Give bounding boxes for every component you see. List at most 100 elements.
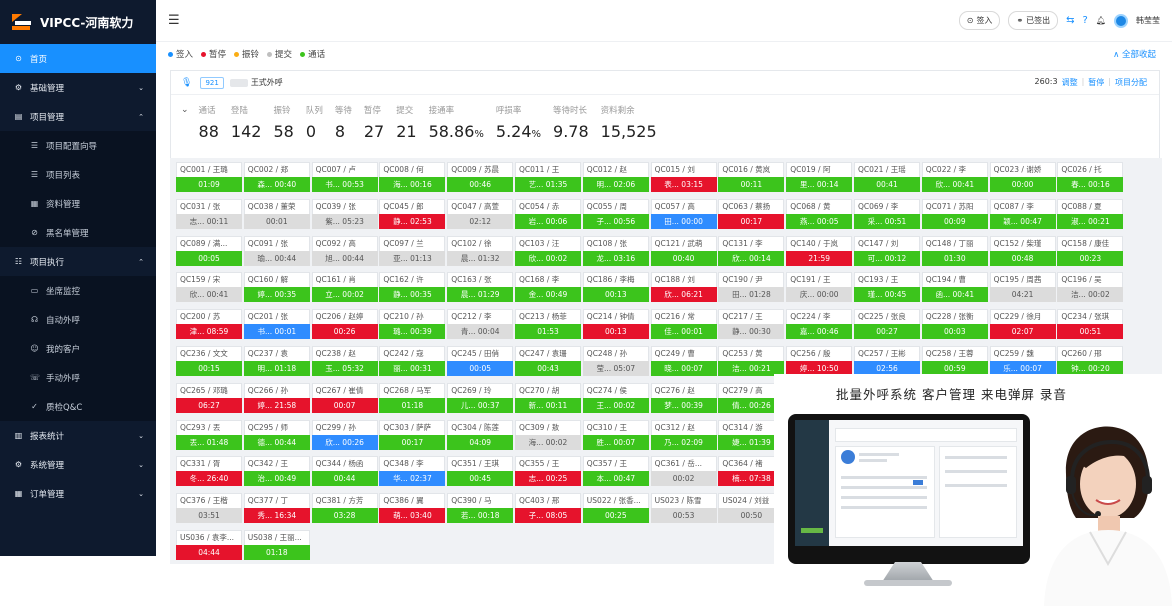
user-name[interactable]: 韩莹莹 — [1136, 16, 1160, 25]
sidebar-item-13[interactable]: ▥ 报表统计 ⌄ — [0, 421, 156, 450]
agent-card[interactable]: US022 / 张香... 00:25 — [582, 493, 649, 529]
agent-card[interactable]: QC031 / 张志... 00:11 — [176, 198, 242, 235]
agent-card[interactable]: QC309 / 敖海... 00:02 — [515, 419, 581, 456]
agent-card[interactable]: QC131 / 李欣... 00:14 — [718, 235, 785, 272]
agent-card[interactable]: QC266 / 孙婷... 21:58 — [243, 382, 310, 419]
menu-toggle-icon[interactable]: ☰ — [168, 13, 180, 28]
agent-card[interactable]: QC331 / 胥冬... 26:40 — [176, 456, 242, 492]
agent-card[interactable]: QC303 / 萨萨 00:17 — [379, 419, 446, 456]
agent-card[interactable]: QC068 / 黄燕... 00:05 — [786, 198, 853, 235]
agent-card[interactable]: QC377 / 丁秀... 16:34 — [243, 493, 310, 529]
agent-card[interactable]: QC108 / 张龙... 03:16 — [582, 235, 649, 272]
agent-card[interactable]: QC248 / 孙莹... 05:07 — [582, 346, 649, 382]
agent-card[interactable]: QC355 / 王志... 00:25 — [515, 456, 581, 492]
agent-card[interactable]: QC186 / 李梅 00:13 — [582, 272, 649, 308]
agent-card[interactable]: QC195 / 周茜 04:21 — [989, 272, 1056, 308]
agent-card[interactable]: QC249 / 曹晓... 00:07 — [650, 346, 717, 382]
agent-card[interactable]: QC342 / 王治... 00:49 — [243, 456, 310, 492]
sidebar-item-4[interactable]: ☰ 项目列表 — [0, 160, 156, 189]
agent-card[interactable]: QC257 / 王彬 02:56 — [854, 346, 920, 382]
agent-card[interactable]: QC310 / 王胜... 00:07 — [582, 419, 649, 456]
bell-icon[interactable]: 🔔︎ — [1095, 16, 1106, 25]
agent-card[interactable]: QC023 / 谢娇 00:00 — [989, 162, 1056, 198]
agent-card[interactable]: US038 / 王丽... 01:18 — [243, 530, 310, 566]
agent-card[interactable]: QC009 / 苏晨 00:46 — [447, 162, 514, 198]
agent-card[interactable]: QC242 / 寇丽... 00:31 — [379, 346, 446, 382]
agent-card[interactable]: QC019 / 阿里... 00:14 — [786, 162, 853, 198]
agent-card[interactable]: QC159 / 宋欣... 00:41 — [176, 272, 242, 308]
pause-link[interactable]: 暂停 — [1088, 78, 1105, 87]
agent-card[interactable]: QC012 / 赵明... 02:06 — [582, 162, 649, 198]
agent-card[interactable]: QC152 / 柴瑾 00:48 — [989, 235, 1056, 272]
agent-card[interactable]: QC091 / 张瑜... 00:44 — [243, 235, 310, 272]
agent-card[interactable]: QC148 / 丁丽 01:30 — [921, 235, 988, 272]
sidebar-item-5[interactable]: ▦ 资料管理 — [0, 189, 156, 218]
agent-card[interactable]: QC312 / 赵乃... 02:09 — [650, 419, 717, 456]
agent-card[interactable]: QC259 / 魏乐... 00:07 — [989, 346, 1056, 382]
agent-card[interactable]: QC190 / 尹田... 01:28 — [718, 272, 785, 308]
signout-button[interactable]: ⚭ 已签出 — [1008, 11, 1059, 30]
agent-card[interactable]: QC351 / 王琪 00:45 — [447, 456, 514, 492]
signin-button[interactable]: ⊙ 签入 — [958, 11, 1001, 30]
agent-card[interactable]: QC002 / 郑森... 00:40 — [243, 162, 310, 198]
agent-card[interactable]: US024 / 刘益 00:50 — [718, 493, 785, 529]
agent-card[interactable]: QC055 / 周子... 00:56 — [582, 198, 649, 235]
agent-card[interactable]: QC063 / 蔡扬 00:17 — [718, 198, 785, 235]
agent-card[interactable]: QC403 / 邢子... 08:05 — [515, 493, 581, 529]
chevron-down-icon[interactable]: ⌄ — [181, 105, 189, 115]
collapse-all-link[interactable]: ∧ 全部收起 — [1113, 50, 1156, 60]
agent-card[interactable]: QC196 / 吴洁... 00:02 — [1057, 272, 1124, 308]
agent-card[interactable]: QC256 / 殷婷... 10:50 — [786, 346, 853, 382]
sidebar-item-15[interactable]: ▦ 订单管理 ⌄ — [0, 479, 156, 508]
agent-card[interactable]: US036 / 袁李... 04:44 — [176, 530, 242, 566]
agent-card[interactable]: QC206 / 赵婷 00:26 — [311, 309, 378, 345]
agent-card[interactable]: QC188 / 刘欣... 06:21 — [650, 272, 717, 308]
agent-card[interactable]: QC015 / 刘表... 03:15 — [650, 162, 717, 198]
agent-card[interactable]: QC057 / 高田... 00:00 — [650, 198, 717, 235]
sidebar-item-7[interactable]: ☷ 项目执行 ⌃ — [0, 247, 156, 276]
agent-card[interactable]: QC267 / 崔倩 00:07 — [311, 382, 378, 419]
agent-card[interactable]: QC092 / 高旭... 00:44 — [311, 235, 378, 272]
agent-card[interactable]: QC229 / 徐月 02:07 — [989, 309, 1056, 345]
agent-card[interactable]: QC376 / 王楷 03:51 — [176, 493, 242, 529]
agent-card[interactable]: QC268 / 马军 01:18 — [379, 382, 446, 419]
agent-card[interactable]: QC210 / 孙璐... 00:39 — [379, 309, 446, 345]
sidebar-item-1[interactable]: ⚙ 基础管理 ⌄ — [0, 73, 156, 102]
agent-card[interactable]: QC194 / 曹函... 00:41 — [921, 272, 988, 308]
agent-card[interactable]: QC258 / 王蓉 00:59 — [921, 346, 988, 382]
assign-link[interactable]: 项目分配 — [1115, 78, 1147, 87]
avatar[interactable] — [1114, 13, 1128, 28]
agent-card[interactable]: QC001 / 王璐 01:09 — [176, 162, 242, 198]
agent-card[interactable]: QC160 / 解婷... 00:35 — [243, 272, 310, 308]
agent-card[interactable]: QC045 / 郎静... 02:53 — [379, 198, 446, 235]
agent-card[interactable]: QC201 / 张书... 00:01 — [243, 309, 310, 345]
agent-card[interactable]: QC191 / 王庆... 00:00 — [786, 272, 853, 308]
agent-card[interactable]: QC386 / 翼萌... 03:40 — [379, 493, 446, 529]
brand[interactable]: VIPCC-河南软力 — [0, 0, 156, 44]
agent-card[interactable]: QC011 / 王艺... 01:35 — [515, 162, 581, 198]
agent-card[interactable]: QC225 / 张良 00:27 — [854, 309, 920, 345]
agent-card[interactable]: QC161 / 肖立... 00:02 — [311, 272, 378, 308]
agent-card[interactable]: QC348 / 李华... 02:37 — [379, 456, 446, 492]
agent-card[interactable]: QC039 / 张紫... 05:23 — [311, 198, 378, 235]
agent-card[interactable]: QC299 / 孙欣... 00:26 — [311, 419, 378, 456]
agent-card[interactable]: US023 / 陈雪 00:53 — [650, 493, 717, 529]
agent-card[interactable]: QC097 / 兰亚... 01:13 — [379, 235, 446, 272]
agent-card[interactable]: QC228 / 张衡 00:03 — [921, 309, 988, 345]
adjust-link[interactable]: 调整 — [1061, 78, 1078, 87]
agent-card[interactable]: QC016 / 黄岚 00:11 — [718, 162, 785, 198]
agent-card[interactable]: QC238 / 赵玉... 05:32 — [311, 346, 378, 382]
agent-card[interactable]: QC304 / 陈莲 04:09 — [447, 419, 514, 456]
sidebar-item-6[interactable]: ⊘ 黑名单管理 — [0, 218, 156, 247]
agent-card[interactable]: QC008 / 何海... 00:16 — [379, 162, 446, 198]
agent-card[interactable]: QC193 / 王瑾... 00:45 — [854, 272, 920, 308]
agent-card[interactable]: QC102 / 徐晨... 01:32 — [447, 235, 514, 272]
switch-icon[interactable]: ⇆ — [1066, 15, 1075, 26]
agent-card[interactable]: QC265 / 邓璐 06:27 — [176, 382, 242, 419]
sidebar-item-0[interactable]: ⊙ 首页 — [0, 44, 156, 73]
sidebar-item-9[interactable]: ☊ 自动外呼 — [0, 305, 156, 334]
agent-card[interactable]: QC213 / 杨菲 01:53 — [515, 309, 581, 345]
agent-card[interactable]: QC344 / 杨函 00:44 — [311, 456, 378, 492]
agent-card[interactable]: QC216 / 常佳... 00:01 — [650, 309, 717, 345]
agent-card[interactable]: QC253 / 黄洁... 00:21 — [718, 346, 785, 382]
